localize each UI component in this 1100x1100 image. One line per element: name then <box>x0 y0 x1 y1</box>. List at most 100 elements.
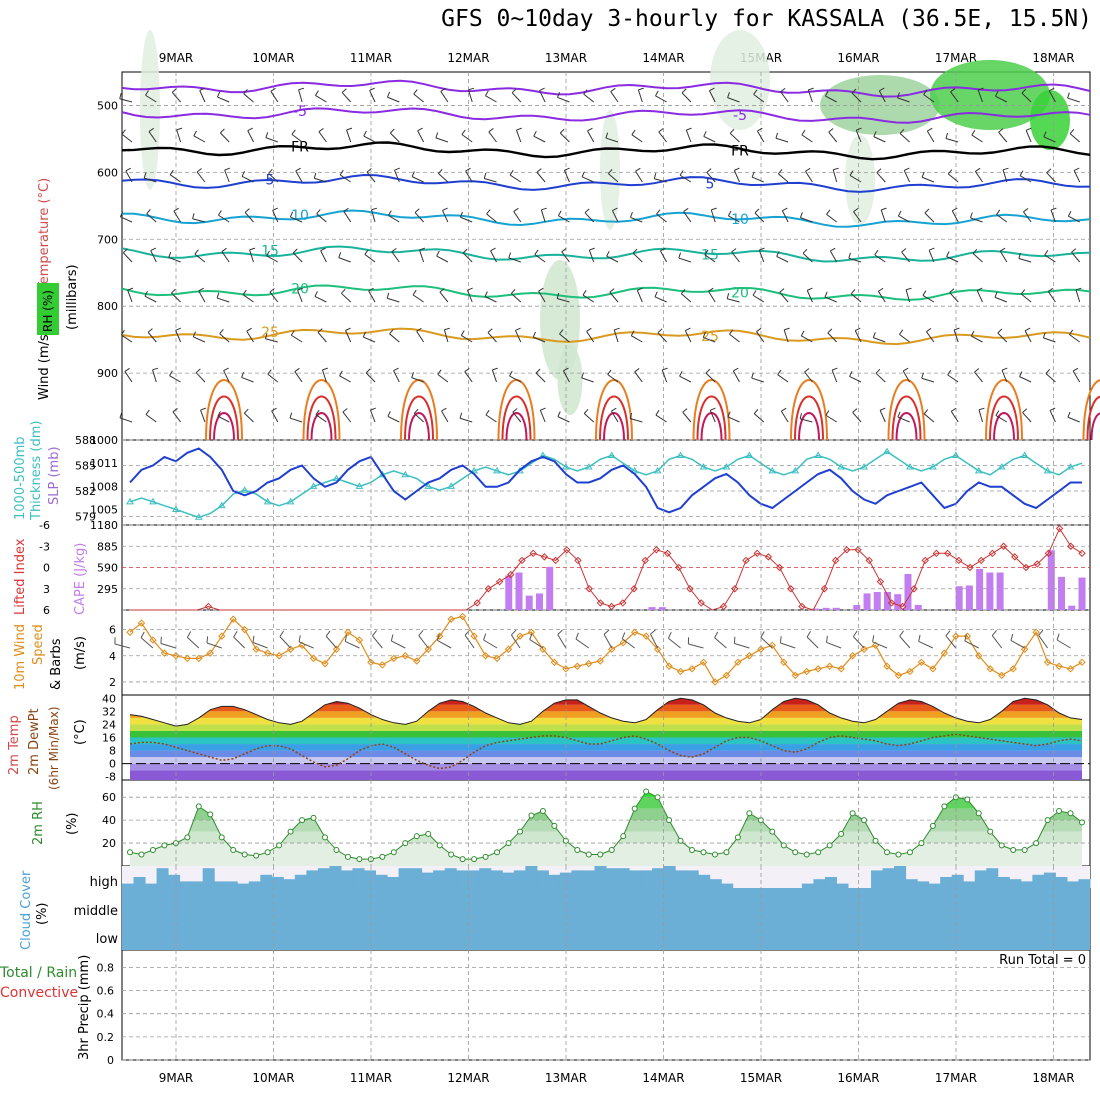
lifted-index-point <box>775 563 784 572</box>
wind-barb-flag <box>315 409 320 415</box>
rh-point <box>471 856 478 863</box>
wind-barb <box>199 87 206 103</box>
slp-point <box>745 451 754 458</box>
wind-barb-flag <box>516 127 522 131</box>
wind-barb-shaft <box>631 134 643 143</box>
wind-barb-flag <box>897 210 902 217</box>
wind-barb <box>685 127 692 143</box>
wind-barb-flag <box>444 327 450 331</box>
wind-barb-flag <box>200 407 207 411</box>
wind-barb-flag <box>267 369 272 375</box>
wind-barb <box>976 287 983 303</box>
wind-speed-point <box>573 662 582 670</box>
wind-barb <box>1075 287 1082 303</box>
wind-barb-flag <box>850 289 856 295</box>
wind-barb <box>345 327 352 343</box>
wind-barb-shaft <box>753 413 765 423</box>
wind-barb-shaft <box>268 172 279 183</box>
wind-barb <box>635 167 643 183</box>
wind-barb-flag <box>541 207 547 211</box>
wind-barb-flag <box>779 636 782 644</box>
wind-barb-flag <box>540 407 546 411</box>
wind-barb-shaft <box>459 417 473 423</box>
wind-barb-flag <box>416 327 422 332</box>
wind-barb-shaft <box>950 91 959 103</box>
wind-barb <box>339 370 351 383</box>
wind-barb-flag <box>951 207 958 212</box>
wind-barb <box>313 172 327 183</box>
wind-barb-flag <box>346 127 353 131</box>
wind-barb <box>781 207 789 223</box>
wind-barb <box>252 635 268 649</box>
wind-barb <box>247 127 254 143</box>
wind-speed-point <box>195 654 203 663</box>
wind-barb <box>145 409 157 423</box>
wind-barb-flag <box>173 207 179 212</box>
wind-barb-shaft <box>466 290 473 303</box>
rh-point <box>344 853 351 860</box>
wind-barb-flag <box>217 91 221 98</box>
wind-barb-flag <box>872 635 875 643</box>
slp-series-line <box>129 450 1083 519</box>
wind-barb-shaft <box>1044 254 1056 263</box>
wind-barb-flag <box>1045 368 1051 374</box>
temp-color-band <box>130 704 1082 712</box>
wind-speed-point <box>860 645 868 653</box>
run-total-label: Run Total = 0 <box>999 953 1086 968</box>
slp-point <box>263 497 272 505</box>
cloud-high-bar <box>387 877 400 888</box>
cape-bar <box>996 572 1004 610</box>
wind-barb-flag <box>776 251 780 257</box>
wind-barb-shaft <box>483 639 498 649</box>
wind-barb-shaft <box>269 291 279 303</box>
wind-barb <box>464 367 473 383</box>
wind-barb <box>753 409 765 423</box>
wind-barb-flag <box>437 369 442 375</box>
wind-barb-shaft <box>903 170 911 183</box>
wind-barb <box>849 371 862 383</box>
temp-color-band <box>130 757 1082 764</box>
wind-barb <box>219 329 230 343</box>
wind-barb <box>1023 208 1032 223</box>
wind-barb-shaft <box>114 643 131 649</box>
wind-barb <box>653 173 667 183</box>
wind-barb-flag <box>486 209 491 215</box>
wind-barb-flag <box>556 292 560 299</box>
wind-barb-shaft <box>732 370 740 383</box>
wind-speed-point <box>803 667 811 676</box>
wind-barb-shaft <box>171 92 181 103</box>
wind-barb <box>650 629 659 649</box>
wind-barb-shaft <box>418 635 429 649</box>
wind-barb-shaft <box>708 90 716 103</box>
wind-barb-flag <box>922 290 927 296</box>
wind-barb-flag <box>536 168 542 173</box>
lifted-index-tick-label: -6 <box>39 519 50 532</box>
wind-barb-shaft <box>650 633 659 649</box>
cloud-high-bar <box>202 868 215 888</box>
lifted-index-point <box>630 585 638 593</box>
wind-barb-shaft <box>460 216 473 223</box>
page-title: GFS 0~10day 3-hourly for KASSALA (36.5E,… <box>441 6 1092 32</box>
lifted-index-point <box>495 577 504 586</box>
rh-point <box>310 814 317 821</box>
wind-barb-flag <box>125 167 132 172</box>
wind-speed-point <box>562 665 570 673</box>
wind-barb-shaft <box>1043 136 1056 143</box>
isotherm-label: 5 <box>266 172 275 188</box>
rh-tick-label: 20 <box>102 837 116 850</box>
lifted-index-point <box>686 585 694 593</box>
rh-shading-area <box>710 30 770 130</box>
wind-barb-flag <box>490 247 496 252</box>
wind-barb-shaft <box>682 411 692 423</box>
wind-barb-shaft <box>270 91 279 103</box>
wind-barb-shaft <box>658 131 667 143</box>
wind-barb-flag <box>393 367 399 372</box>
wind-barb-shaft <box>1021 92 1032 103</box>
wind-barb-shaft <box>119 98 133 103</box>
wind-barb-flag <box>462 248 468 254</box>
wind-barb <box>390 634 406 649</box>
rh-point <box>585 851 592 858</box>
wind-barb-shaft <box>1047 291 1056 303</box>
wind-barb <box>805 167 813 183</box>
wind-barb <box>1069 129 1081 143</box>
